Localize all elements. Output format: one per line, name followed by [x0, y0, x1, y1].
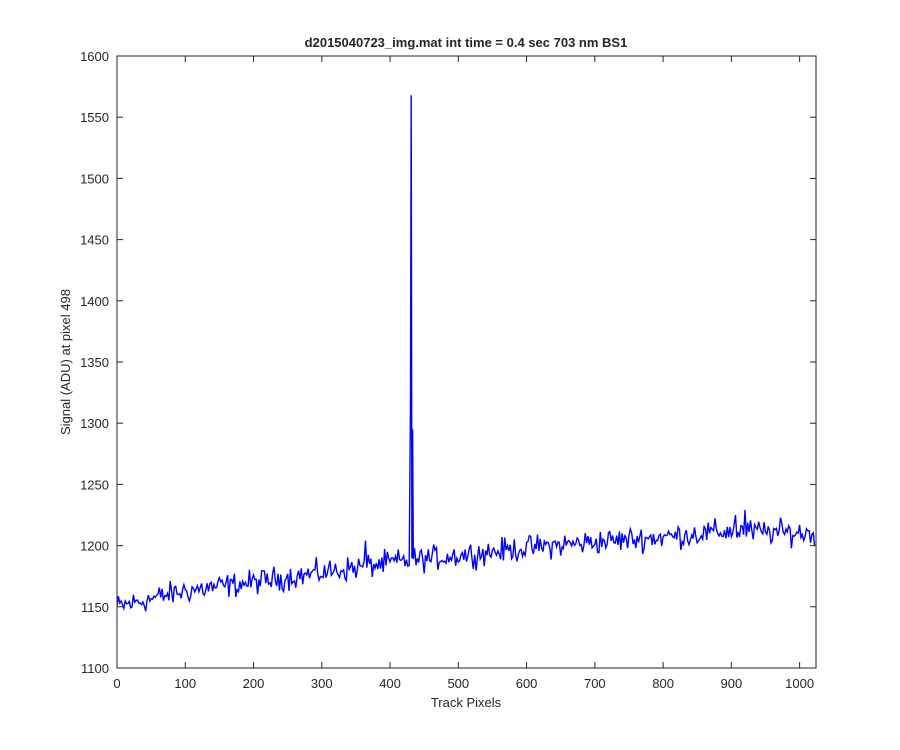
- x-tick-label-200: 200: [243, 676, 265, 691]
- x-tick-label-500: 500: [447, 676, 469, 691]
- x-tick-label-800: 800: [652, 676, 674, 691]
- x-tick-label-400: 400: [379, 676, 401, 691]
- x-tick-label-100: 100: [174, 676, 196, 691]
- y-tick-label-1450: 1450: [80, 233, 109, 248]
- x-tick-label-300: 300: [311, 676, 333, 691]
- x-tick-label-0: 0: [113, 676, 120, 691]
- y-tick-label-1200: 1200: [80, 539, 109, 554]
- series-line-0: [116, 95, 816, 612]
- y-tick-label-1550: 1550: [80, 110, 109, 125]
- y-axis-ticks: 1100 1150 1200 1250 1300 1350 1400 1450 1500 1550…: [80, 49, 816, 676]
- y-axis-label: Signal (ADU) at pixel 498: [58, 289, 73, 435]
- x-axis-ticks: 0 100 200 300 400 500 600 700 800 900 1000: [113, 56, 814, 691]
- x-axis-label: Track Pixels: [431, 695, 502, 710]
- x-tick-label-900: 900: [721, 676, 743, 691]
- series-layer: [116, 95, 816, 612]
- y-tick-label-1300: 1300: [80, 416, 109, 431]
- y-tick-label-1100: 1100: [81, 661, 109, 676]
- y-tick-label-1500: 1500: [80, 171, 109, 186]
- chart-title: d2015040723_img.mat int time = 0.4 sec 7…: [305, 35, 628, 50]
- y-tick-label-1250: 1250: [80, 477, 109, 492]
- y-tick-label-1400: 1400: [80, 294, 109, 309]
- x-tick-label-700: 700: [584, 676, 606, 691]
- x-tick-label-600: 600: [516, 676, 538, 691]
- y-tick-label-1350: 1350: [80, 355, 109, 370]
- y-tick-label-1600: 1600: [80, 49, 109, 64]
- y-tick-label-1150: 1150: [81, 600, 109, 615]
- x-tick-label-1000: 1000: [785, 676, 814, 691]
- plot-area: [117, 56, 816, 668]
